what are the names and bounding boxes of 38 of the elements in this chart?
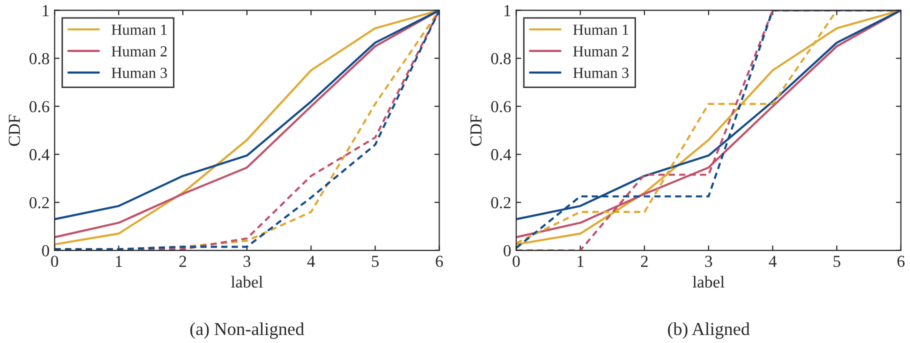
x-tick-label: 5 bbox=[372, 256, 379, 267]
legend-label: Human 2 bbox=[112, 46, 167, 56]
y-tick-label: 0.4 bbox=[491, 149, 512, 160]
x-tick-label: 2 bbox=[179, 256, 186, 267]
y-tick-label: 0.2 bbox=[30, 197, 49, 208]
x-tick-label: 6 bbox=[897, 256, 905, 267]
x-tick-label: 6 bbox=[436, 256, 443, 267]
legend-label: Human 1 bbox=[112, 24, 167, 35]
y-tick-label: 0.2 bbox=[491, 197, 510, 208]
x-tick-label: 4 bbox=[307, 256, 315, 267]
y-tick-label: 0 bbox=[42, 245, 50, 256]
text: (a) Non-aligned bbox=[190, 322, 304, 339]
y-tick-label: 0.6 bbox=[30, 101, 50, 112]
legend-label: Human 2 bbox=[573, 46, 628, 56]
x-axis-title: label bbox=[692, 276, 724, 288]
x-tick-label: 3 bbox=[244, 256, 250, 267]
y-tick-label: 1 bbox=[42, 5, 49, 16]
text: (b) Aligned bbox=[668, 322, 750, 339]
x-tick-label: 0 bbox=[512, 256, 520, 267]
x-tick-label: 2 bbox=[641, 256, 648, 267]
y-axis-title: CDF bbox=[8, 114, 20, 146]
legend-label: Human 3 bbox=[573, 68, 629, 78]
x-tick-label: 1 bbox=[116, 256, 122, 267]
x-tick-label: 1 bbox=[578, 256, 584, 267]
x-tick-label: 3 bbox=[705, 256, 712, 267]
x-tick-label: 4 bbox=[768, 256, 777, 267]
legend-label: Human 1 bbox=[573, 24, 628, 35]
y-tick-label: 0 bbox=[504, 245, 511, 256]
y-tick-label: 0.6 bbox=[491, 101, 511, 112]
x-tick-label: 0 bbox=[51, 256, 58, 267]
y-tick-label: 0.8 bbox=[30, 53, 50, 64]
y-tick-label: 1 bbox=[504, 5, 510, 16]
y-tick-label: 0.4 bbox=[30, 149, 50, 160]
x-tick-label: 5 bbox=[834, 256, 840, 267]
legend-label: Human 3 bbox=[112, 68, 167, 78]
y-axis-title: CDF bbox=[470, 114, 482, 146]
x-axis-title: label bbox=[231, 276, 263, 288]
y-tick-label: 0.8 bbox=[491, 53, 511, 64]
